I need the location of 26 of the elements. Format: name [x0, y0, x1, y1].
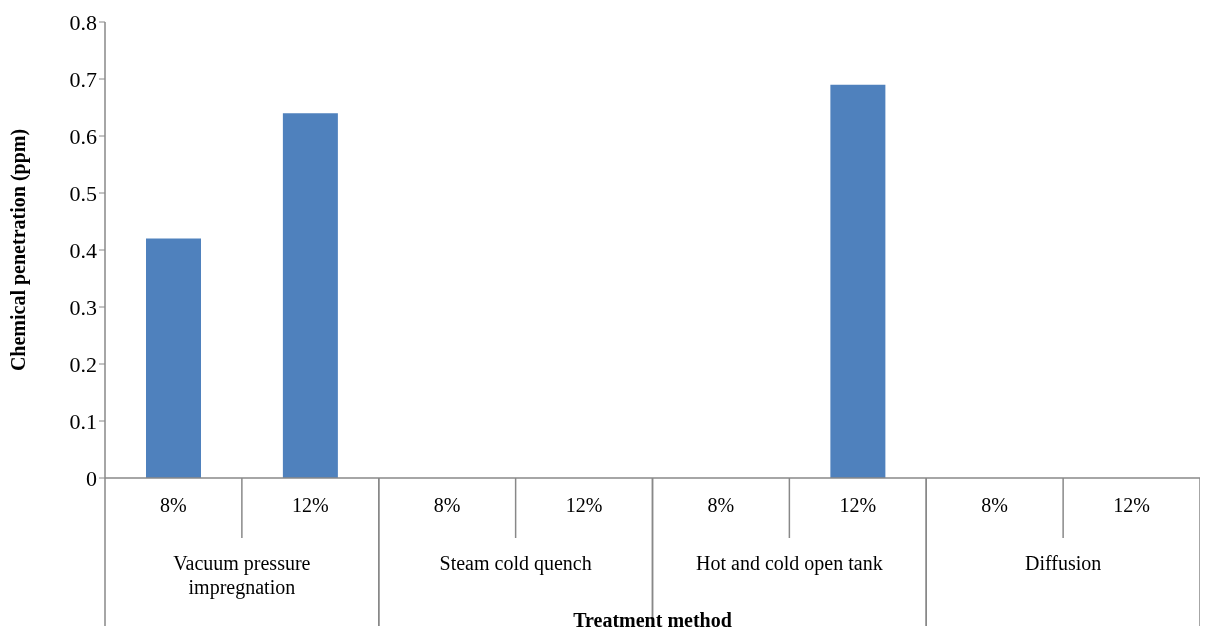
x-tick-label: 8% — [981, 494, 1009, 516]
text: Hot and cold open tank — [696, 552, 883, 575]
text: Vacuum pressure impregnation — [173, 552, 311, 599]
x-tick-label: 12% — [565, 494, 603, 516]
y-tick-label: 0.6 — [69, 123, 97, 149]
x-tick-label: 8% — [433, 494, 461, 516]
bar — [830, 84, 886, 478]
x-tick-label: 8% — [160, 494, 187, 516]
y-tick-label: 0.8 — [69, 9, 97, 35]
y-tick-label: 0.1 — [69, 408, 97, 434]
y-axis-title: Chemical penetration (ppm) — [7, 128, 31, 372]
y-tick-label: 0.4 — [69, 237, 97, 263]
text: Diffusion — [1024, 552, 1102, 574]
x-tick-label: 8% — [707, 494, 735, 516]
y-tick-label: 0.2 — [69, 351, 97, 377]
y-tick-label: 0.5 — [69, 180, 97, 206]
bar — [282, 113, 338, 478]
bar — [146, 238, 201, 478]
y-tick-label: 0 — [86, 465, 97, 491]
x-axis-title: Treatment method — [573, 609, 732, 631]
x-tick-label: 12% — [839, 494, 877, 516]
x-tick-label: 12% — [1113, 494, 1150, 516]
y-tick-label: 0.7 — [69, 66, 97, 92]
text: Steam cold quench — [439, 552, 592, 575]
y-tick-label: 0.3 — [69, 294, 97, 320]
x-tick-label: 12% — [291, 494, 329, 516]
